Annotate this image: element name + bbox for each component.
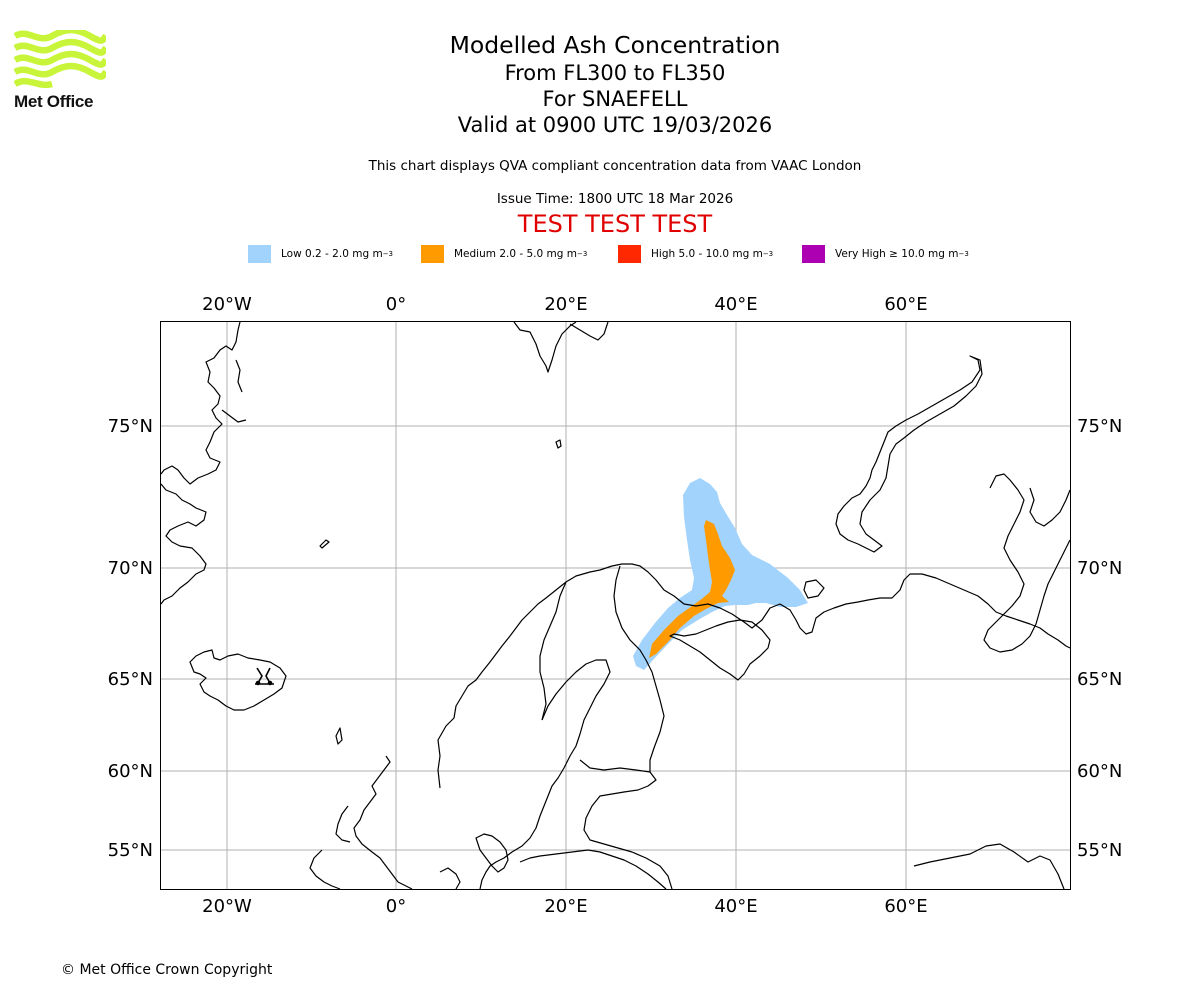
kanin-coast [803, 579, 825, 599]
legend-swatch-medium [421, 245, 444, 263]
lon-label-top: 60°E [884, 294, 927, 315]
legend-swatch-low [248, 245, 271, 263]
volcano-icon [255, 667, 274, 686]
south-russia-coast [913, 843, 1065, 890]
denmark-coast [439, 833, 667, 890]
legend-item-medium: Medium 2.0 - 5.0 mg m −3 [421, 243, 587, 265]
finland-coast [579, 759, 673, 890]
legend-item-low: Low 0.2 - 2.0 mg m −3 [248, 243, 393, 265]
legend-label-medium: Medium 2.0 - 5.0 mg m [454, 248, 577, 260]
lon-label-top: 20°W [202, 294, 252, 315]
lon-label-top: 20°E [544, 294, 587, 315]
lat-label-left: 60°N [108, 761, 153, 782]
lat-label-right: 60°N [1077, 761, 1122, 782]
legend-swatch-very-high [802, 245, 825, 263]
baltic-coast [479, 659, 611, 890]
concentration-legend: Low 0.2 - 2.0 mg m −3 Medium 2.0 - 5.0 mg… [0, 243, 1200, 265]
lon-label-bottom: 40°E [714, 896, 757, 917]
scandinavia-coast [437, 563, 1071, 789]
lat-label-right: 55°N [1077, 840, 1122, 861]
novaya-zemlya-coast [835, 355, 983, 553]
chart-description: This chart displays QVA compliant concen… [368, 158, 862, 174]
copyright-notice: © Met Office Crown Copyright [61, 962, 273, 978]
bear-island-coast [555, 439, 562, 449]
yamal-inlet [1029, 487, 1071, 527]
legend-item-very-high: Very High ≥ 10.0 mg m −3 [802, 243, 969, 265]
met-office-wave-icon [13, 26, 109, 89]
legend-label-very-high: Very High ≥ 10.0 mg m [835, 248, 959, 260]
legend-unit-high: −3 [762, 250, 774, 258]
chart-header: Modelled Ash Concentration From FL300 to… [300, 30, 930, 238]
lat-label-right: 70°N [1077, 558, 1122, 579]
axis-labels: 20°W 0° 20°E 40°E 60°E 20°W 0° 20°E 40°E… [108, 294, 1123, 917]
lon-label-top: 0° [386, 294, 406, 315]
graticule [161, 322, 1070, 889]
coastlines [160, 321, 1071, 890]
jan-mayen-coast [319, 539, 330, 549]
met-office-logo-text: Met Office [14, 92, 94, 111]
issue-time: Issue Time: 1800 UTC 18 Mar 2026 [496, 191, 734, 207]
legend-label-low: Low 0.2 - 2.0 mg m [281, 248, 383, 260]
legend-unit-very-high: −3 [958, 250, 969, 258]
british-isles-coast [309, 727, 413, 890]
lat-label-right: 75°N [1077, 416, 1122, 437]
lon-label-bottom: 20°E [544, 896, 587, 917]
kara-coast [983, 473, 1071, 653]
legend-item-high: High 5.0 - 10.0 mg m −3 [618, 243, 773, 265]
greenland-fjord [221, 359, 247, 423]
flight-level-range: From FL300 to FL350 [504, 61, 726, 85]
chart-title: Modelled Ash Concentration [449, 31, 781, 59]
met-office-logo: Met Office [13, 26, 110, 114]
legend-label-high: High 5.0 - 10.0 mg m [651, 248, 763, 260]
lat-label-left: 65°N [108, 669, 153, 690]
lon-label-top: 40°E [714, 294, 757, 315]
nordic-borders [539, 565, 665, 772]
lon-label-bottom: 60°E [884, 896, 927, 917]
white-sea-coast [669, 619, 771, 681]
lon-label-bottom: 20°W [202, 896, 252, 917]
valid-time: Valid at 0900 UTC 19/03/2026 [457, 113, 773, 137]
ash-area-medium [649, 520, 735, 658]
legend-unit-low: −3 [382, 250, 394, 258]
lat-label-right: 65°N [1077, 669, 1122, 690]
legend-swatch-high [618, 245, 641, 263]
lat-label-left: 55°N [108, 840, 153, 861]
lon-label-bottom: 0° [386, 896, 406, 917]
iceland-coast [189, 649, 287, 711]
volcano-name: For SNAEFELL [542, 87, 688, 111]
ash-map: 20°W 0° 20°E 40°E 60°E 20°W 0° 20°E 40°E… [108, 294, 1123, 917]
legend-unit-medium: −3 [576, 250, 588, 258]
svalbard-coast [513, 321, 609, 373]
test-banner: TEST TEST TEST [517, 210, 713, 238]
lat-label-left: 75°N [108, 416, 153, 437]
greenland-coast [160, 321, 241, 605]
lat-label-left: 70°N [108, 558, 153, 579]
